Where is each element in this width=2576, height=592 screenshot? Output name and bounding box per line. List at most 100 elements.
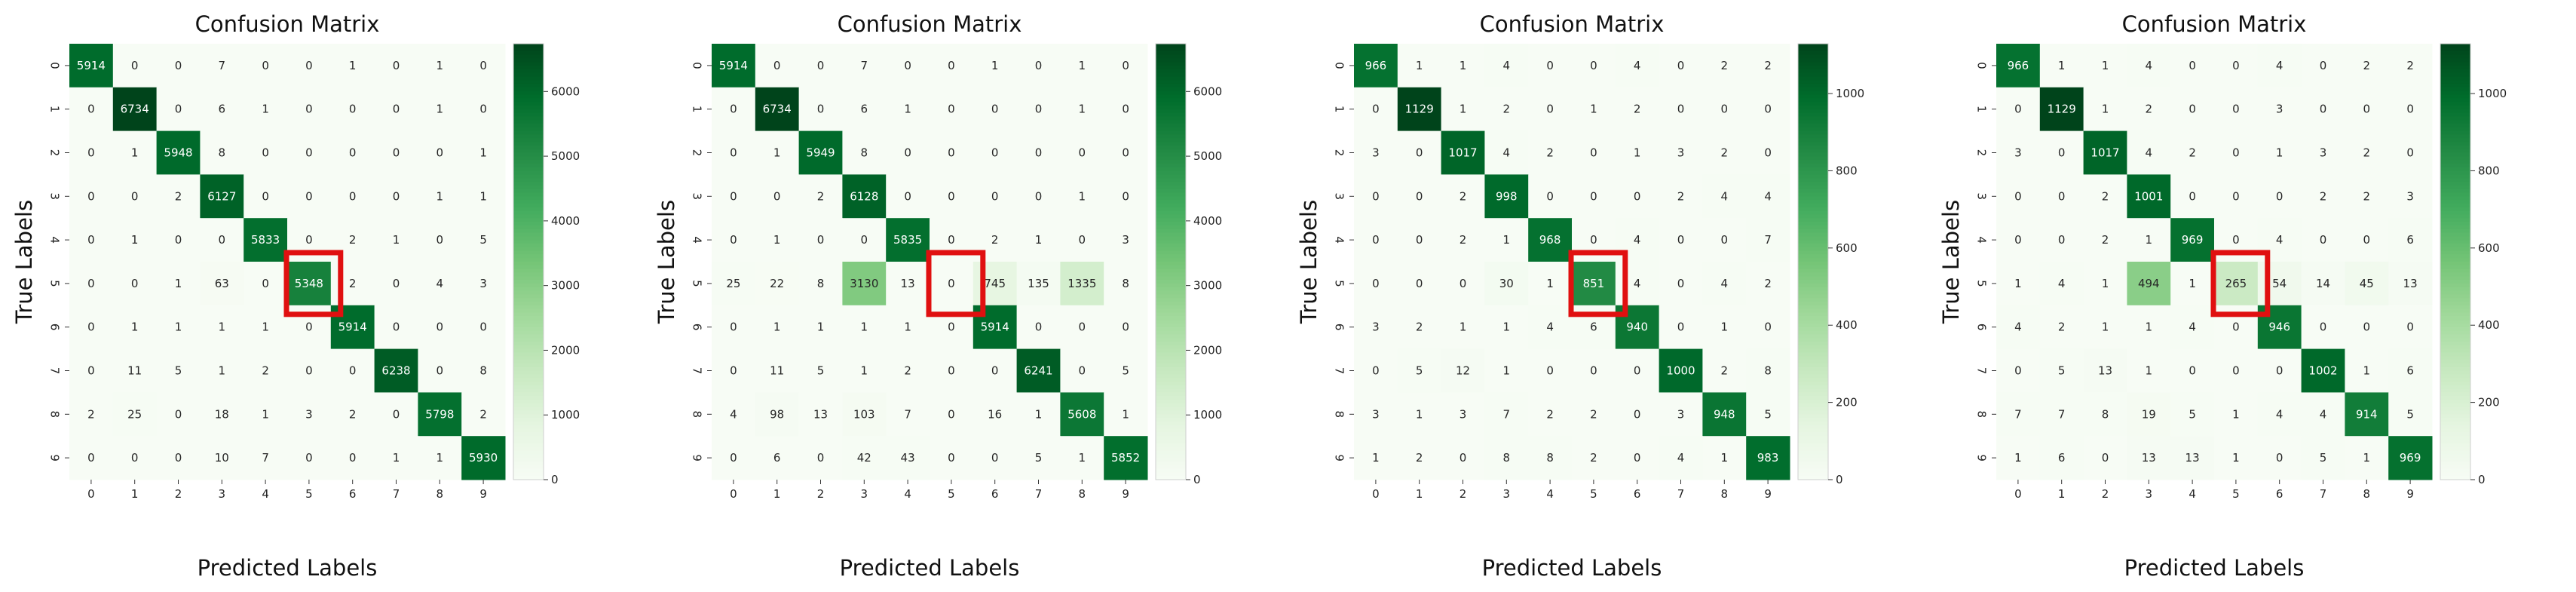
heatmap-cell	[1397, 392, 1442, 437]
colorbar-segment	[513, 348, 544, 354]
heatmap-cell	[2127, 218, 2171, 262]
cell-value-label: 0	[2276, 364, 2283, 378]
cell-value-label: 1	[2363, 364, 2371, 378]
cell-value-label: 1	[131, 321, 139, 334]
heatmap-cell	[112, 174, 158, 219]
cell-value-label: 25	[726, 277, 740, 290]
colorbar-segment	[513, 410, 544, 415]
cell-value-label: 0	[2363, 321, 2371, 334]
colorbar-segment	[513, 152, 544, 157]
cell-value-label: 1	[1416, 407, 1423, 421]
cell-value-label: 16	[988, 407, 1002, 421]
colorbar-segment	[1798, 58, 1828, 63]
cell-value-label: 0	[991, 189, 999, 203]
cell-value-label: 0	[262, 189, 269, 203]
cell-value-label: 1	[773, 146, 781, 160]
heatmap-cell	[1441, 392, 1485, 437]
colorbar-segment	[1156, 232, 1186, 237]
heatmap-cell	[2039, 174, 2084, 219]
colorbar-segment	[1798, 112, 1828, 117]
heatmap-cell	[287, 44, 332, 88]
cell-value-label: 13	[2142, 451, 2156, 465]
colorbar-segment	[1156, 258, 1186, 262]
x-tick-label: 0	[2014, 487, 2022, 501]
colorbar-segment	[513, 163, 544, 168]
colorbar-segment	[2440, 87, 2470, 92]
heatmap-cell	[461, 305, 506, 350]
heatmap-cell	[156, 130, 201, 175]
colorbar-tick-label: 6000	[551, 84, 580, 98]
colorbar-segment	[2440, 203, 2470, 208]
heatmap-cell	[1659, 436, 1703, 480]
cell-value-label: 2	[817, 189, 825, 203]
heatmap-cell	[1354, 218, 1398, 262]
heatmap-cell	[1528, 436, 1573, 480]
colorbar-segment	[1156, 334, 1186, 339]
heatmap-cell	[1702, 262, 1747, 306]
heatmap-cell	[1996, 436, 2041, 480]
heatmap-cell	[755, 218, 800, 262]
colorbar-segment	[2440, 334, 2470, 339]
heatmap-cell	[1702, 392, 1747, 437]
heatmap-cell	[374, 348, 418, 393]
colorbar-segment	[2440, 312, 2470, 317]
colorbar-frame	[2440, 43, 2471, 480]
x-tick-label: 7	[2320, 487, 2327, 501]
heatmap-cell	[418, 44, 462, 88]
colorbar-segment	[1156, 229, 1186, 234]
colorbar-segment	[2440, 272, 2470, 277]
heatmap-cell	[1996, 262, 2041, 306]
colorbar-segment	[1156, 145, 1186, 150]
colorbar-tick-label: 4000	[1193, 214, 1222, 228]
colorbar-segment	[1798, 236, 1828, 241]
y-tick-label: 9	[691, 454, 704, 462]
heatmap-cell	[2170, 218, 2215, 262]
colorbar-segment	[1156, 461, 1186, 466]
cell-value-label: 4	[1634, 59, 1641, 72]
colorbar-segment	[1798, 316, 1828, 321]
heatmap-cell	[2345, 348, 2389, 393]
colorbar-segment	[1156, 247, 1186, 252]
colorbar-tick-label: 400	[1836, 318, 1858, 332]
cell-value-label: 135	[1028, 277, 1049, 290]
cell-value-label: 0	[730, 321, 737, 334]
colorbar-tick-label: 3000	[1193, 279, 1222, 293]
colorbar-segment	[1798, 200, 1828, 204]
cell-value-label: 7	[2014, 407, 2022, 421]
cell-value-label: 1129	[2048, 103, 2076, 116]
heatmap-cell	[712, 262, 756, 306]
cell-value-label: 2	[1764, 277, 1772, 290]
heatmap-cell	[1996, 174, 2041, 219]
colorbar-segment	[1798, 330, 1828, 335]
cell-value-label: 0	[1546, 59, 1554, 72]
cell-value-label: 969	[2400, 451, 2421, 465]
cell-value-label: 0	[436, 146, 444, 160]
heatmap-cell	[2083, 44, 2127, 88]
cell-value-label: 4	[2276, 59, 2283, 72]
cell-value-label: 1	[904, 321, 911, 334]
heatmap-cell	[2039, 436, 2084, 480]
y-tick-label: 6	[1975, 324, 1989, 331]
heatmap-cell	[1441, 87, 1485, 132]
cell-value-label: 6734	[763, 103, 792, 116]
x-axis-label: Predicted Labels	[2124, 555, 2305, 581]
cell-value-label: 0	[1677, 277, 1685, 290]
colorbar-segment	[1798, 250, 1828, 255]
colorbar-segment	[513, 222, 544, 226]
cell-value-label: 5348	[295, 277, 323, 290]
heatmap-cell	[1659, 218, 1703, 262]
colorbar-segment	[513, 254, 544, 259]
colorbar-segment	[513, 127, 544, 132]
heatmap-cell	[1354, 174, 1398, 219]
cell-value-label: 5	[1764, 407, 1772, 421]
cell-value-label: 1	[1503, 321, 1511, 334]
y-tick-label: 7	[48, 367, 62, 375]
cell-value-label: 8	[1546, 451, 1554, 465]
colorbar-segment	[2440, 149, 2470, 154]
colorbar-segment	[1156, 138, 1186, 143]
cell-value-label: 4	[1503, 59, 1511, 72]
colorbar-segment	[1156, 76, 1186, 81]
colorbar-segment	[1156, 120, 1186, 124]
cell-value-label: 0	[1416, 189, 1423, 203]
